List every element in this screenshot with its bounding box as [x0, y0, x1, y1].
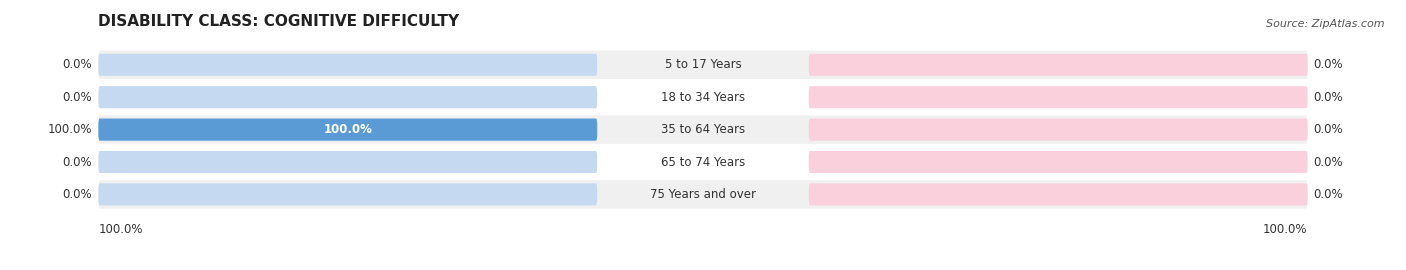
Text: 5 to 17 Years: 5 to 17 Years	[665, 58, 741, 71]
FancyBboxPatch shape	[98, 119, 598, 141]
Text: 100.0%: 100.0%	[98, 223, 143, 236]
FancyBboxPatch shape	[98, 54, 598, 76]
Text: 0.0%: 0.0%	[1313, 91, 1343, 104]
FancyBboxPatch shape	[808, 119, 1308, 141]
Text: 0.0%: 0.0%	[63, 156, 93, 168]
Text: 0.0%: 0.0%	[1313, 58, 1343, 71]
FancyBboxPatch shape	[98, 86, 598, 108]
FancyBboxPatch shape	[98, 83, 1308, 112]
Text: 100.0%: 100.0%	[48, 123, 93, 136]
FancyBboxPatch shape	[98, 151, 598, 173]
FancyBboxPatch shape	[98, 115, 1308, 144]
FancyBboxPatch shape	[808, 183, 1308, 205]
Text: 35 to 64 Years: 35 to 64 Years	[661, 123, 745, 136]
Text: 100.0%: 100.0%	[1263, 223, 1308, 236]
Text: 18 to 34 Years: 18 to 34 Years	[661, 91, 745, 104]
Text: DISABILITY CLASS: COGNITIVE DIFFICULTY: DISABILITY CLASS: COGNITIVE DIFFICULTY	[98, 14, 460, 29]
Text: 0.0%: 0.0%	[63, 91, 93, 104]
Text: 0.0%: 0.0%	[63, 58, 93, 71]
Text: 0.0%: 0.0%	[1313, 123, 1343, 136]
FancyBboxPatch shape	[808, 86, 1308, 108]
Text: 100.0%: 100.0%	[323, 123, 373, 136]
Text: 0.0%: 0.0%	[63, 188, 93, 201]
Legend: Male, Female: Male, Female	[630, 266, 776, 270]
FancyBboxPatch shape	[98, 50, 1308, 79]
FancyBboxPatch shape	[98, 148, 1308, 176]
Text: 65 to 74 Years: 65 to 74 Years	[661, 156, 745, 168]
Text: 0.0%: 0.0%	[1313, 156, 1343, 168]
FancyBboxPatch shape	[808, 54, 1308, 76]
Text: 75 Years and over: 75 Years and over	[650, 188, 756, 201]
FancyBboxPatch shape	[808, 151, 1308, 173]
FancyBboxPatch shape	[98, 180, 1308, 209]
Text: Source: ZipAtlas.com: Source: ZipAtlas.com	[1267, 19, 1385, 29]
FancyBboxPatch shape	[98, 119, 598, 141]
Text: 0.0%: 0.0%	[1313, 188, 1343, 201]
FancyBboxPatch shape	[98, 183, 598, 205]
